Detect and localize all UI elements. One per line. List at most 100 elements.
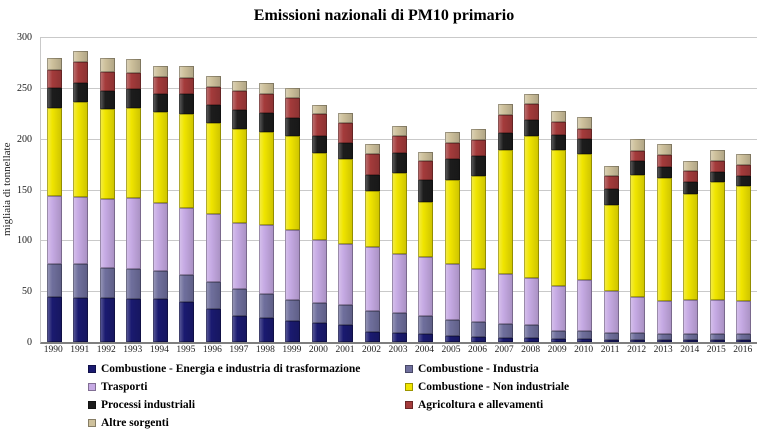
bar-segment (46, 108, 62, 196)
bar-segment (391, 253, 407, 313)
y-tick-label-100: 100 (17, 235, 32, 247)
bar-segment (99, 267, 115, 299)
x-tick-label-1995: 1995 (176, 345, 196, 355)
bar-segment (152, 65, 168, 77)
x-tick-label-2014: 2014 (680, 345, 700, 355)
bar-segment (471, 139, 487, 156)
bar-2012 (630, 138, 646, 342)
bar-segment (364, 143, 380, 154)
bar-segment (736, 339, 752, 342)
bar-segment (471, 176, 487, 269)
bar-segment (497, 323, 513, 338)
bar-segment (232, 289, 248, 316)
bar-segment (683, 193, 699, 301)
bar-segment (126, 72, 142, 89)
bar-segment (46, 87, 62, 109)
bar-segment (656, 143, 672, 155)
bar-segment (603, 176, 619, 189)
bar-1999 (285, 87, 301, 342)
bar-segment (709, 149, 725, 162)
bar-segment (205, 282, 221, 310)
legend-item: Altre sorgenti (88, 416, 405, 430)
bar-segment (73, 298, 89, 342)
bar-segment (126, 108, 142, 198)
bar-segment (736, 186, 752, 302)
bar-segment (524, 324, 540, 338)
bar-segment (73, 196, 89, 264)
bar-segment (444, 159, 460, 181)
bar-2016 (736, 153, 752, 342)
gridline-250 (41, 87, 757, 89)
bar-segment (46, 58, 62, 70)
bar-segment (126, 299, 142, 342)
bar-segment (46, 297, 62, 342)
bar-segment (126, 268, 142, 300)
bar-2008 (524, 93, 540, 342)
bar-1993 (126, 59, 142, 342)
bar-segment (311, 303, 327, 323)
bar-segment (179, 302, 195, 342)
bar-segment (418, 161, 434, 181)
bar-segment (391, 173, 407, 254)
bar-segment (179, 207, 195, 275)
bar-segment (258, 82, 274, 94)
legend: Combustione - Energia e industria di tra… (88, 362, 748, 430)
legend-swatch-icon (88, 401, 96, 409)
bar-segment (471, 268, 487, 322)
bar-segment (736, 301, 752, 334)
bar-segment (497, 337, 513, 342)
legend-swatch-icon (405, 365, 413, 373)
bar-segment (497, 104, 513, 116)
bar-segment (630, 161, 646, 176)
bar-segment (683, 182, 699, 194)
bar-segment (444, 263, 460, 320)
bar-segment (683, 171, 699, 183)
bar-segment (285, 300, 301, 321)
bar-segment (603, 339, 619, 342)
legend-label: Combustione - Industria (418, 363, 539, 375)
bar-segment (683, 333, 699, 340)
bar-segment (338, 305, 354, 325)
bar-segment (152, 270, 168, 300)
x-tick-label-2003: 2003 (388, 345, 408, 355)
x-tick-label-2007: 2007 (494, 345, 514, 355)
bar-segment (630, 332, 646, 340)
bar-2005 (444, 131, 460, 342)
bar-segment (232, 128, 248, 224)
bar-segment (550, 330, 566, 339)
bar-segment (152, 93, 168, 113)
bar-segment (338, 324, 354, 342)
bar-segment (524, 120, 540, 136)
bar-segment (736, 333, 752, 340)
bar-segment (656, 333, 672, 340)
bar-segment (364, 331, 380, 342)
bar-segment (73, 51, 89, 63)
legend-label: Trasporti (101, 381, 148, 393)
bar-segment (603, 166, 619, 177)
bar-1997 (232, 80, 248, 342)
bar-segment (577, 280, 593, 331)
legend-swatch-icon (88, 383, 96, 391)
bar-segment (444, 180, 460, 264)
bar-segment (630, 339, 646, 342)
bar-segment (152, 112, 168, 203)
bar-segment (46, 195, 62, 264)
legend-label: Combustione - Non industriale (418, 381, 570, 393)
bar-segment (709, 339, 725, 342)
bar-segment (683, 339, 699, 342)
bar-segment (258, 93, 274, 114)
bar-1998 (258, 82, 274, 342)
bar-segment (630, 297, 646, 333)
bar-1992 (99, 58, 115, 342)
bar-segment (46, 69, 62, 88)
bar-segment (524, 104, 540, 121)
legend-label: Processi industriali (101, 399, 196, 411)
bar-segment (205, 86, 221, 106)
x-tick-label-1993: 1993 (123, 345, 143, 355)
bar-segment (364, 175, 380, 191)
bar-segment (285, 87, 301, 99)
bar-segment (444, 142, 460, 160)
bar-segment (736, 165, 752, 177)
bar-1991 (73, 51, 89, 342)
bar-segment (364, 247, 380, 311)
